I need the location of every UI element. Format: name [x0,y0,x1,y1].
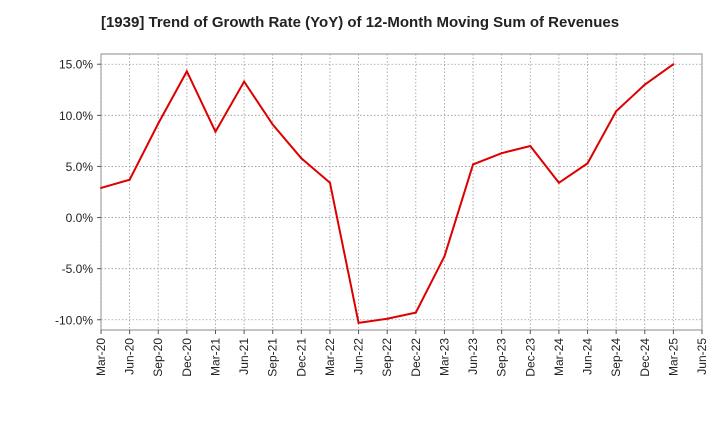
x-tick-label: Dec-21 [294,338,308,377]
x-tick-label: Jun-22 [352,338,366,375]
x-tick-label: Mar-23 [437,338,451,376]
data-point [157,122,160,125]
data-point [386,317,389,320]
series-layer [100,63,675,324]
x-tick-label: Mar-20 [94,338,108,376]
data-point [100,186,102,189]
x-tick-label: Jun-21 [237,338,251,375]
data-point [414,311,417,314]
x-tick-label: Jun-25 [695,338,709,375]
x-tick-label: Mar-24 [552,338,566,376]
data-point [472,163,475,166]
x-tick-label: Mar-25 [666,338,680,376]
x-tick-label: Dec-22 [409,338,423,377]
x-tick-label: Sep-23 [495,338,509,377]
y-tick-label: 5.0% [66,160,94,174]
data-point [300,157,303,160]
x-tick-label: Dec-24 [638,338,652,377]
data-point [185,70,188,73]
x-tick-label: Jun-23 [466,338,480,375]
x-tick-label: Jun-24 [581,338,595,375]
x-tick-label: Mar-22 [323,338,337,376]
data-point [557,181,560,184]
y-tick-label: 0.0% [66,211,94,225]
x-tick-label: Sep-21 [266,338,280,377]
data-point [615,110,618,113]
x-tick-label: Sep-22 [380,338,394,377]
x-tick-label: Mar-21 [208,338,222,376]
data-point [328,181,331,184]
data-point [643,83,646,86]
x-tick-label: Dec-23 [523,338,537,377]
grid-layer [100,54,703,330]
plot-area [100,53,703,331]
data-point [586,162,589,165]
x-tick-label: Sep-24 [609,338,623,377]
x-tick-label: Sep-20 [151,338,165,377]
data-point [500,152,503,155]
x-axis-ticks: Mar-20 Jun-20 Sep-20 Dec-20 Mar-21 Jun-21 Sep-… [94,330,709,377]
y-tick-label: 10.0% [59,109,93,123]
y-tick-label: -10.0% [55,313,93,327]
y-axis-ticks: 15.0% 10.0% 5.0% 0.0% -5.0% -10.0% [55,58,101,327]
data-point [529,145,532,147]
data-point [443,255,446,258]
data-point [672,63,675,66]
chart-title: [1939] Trend of Growth Rate (YoY) of 12-… [100,14,620,31]
x-tick-label: Jun-20 [123,338,137,375]
y-tick-label: 15.0% [59,58,93,72]
data-point [357,321,360,324]
data-point [128,178,131,181]
data-point [271,123,274,126]
x-tick-label: Dec-20 [180,338,194,377]
data-point [243,80,246,83]
data-point [214,130,217,133]
y-tick-label: -5.0% [62,262,94,276]
